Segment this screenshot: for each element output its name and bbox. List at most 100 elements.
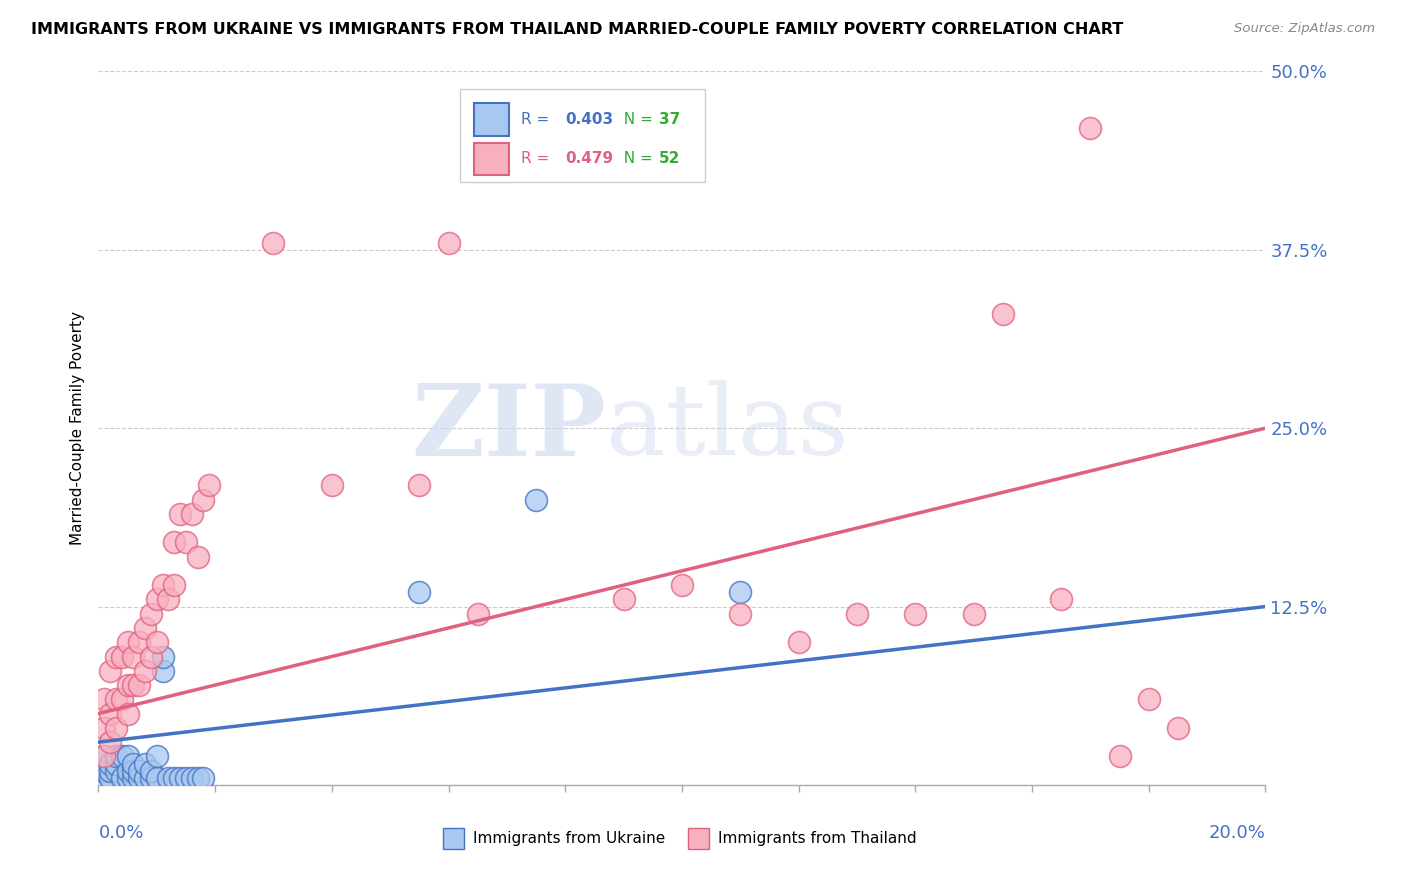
Point <box>146 635 169 649</box>
Point <box>169 771 191 785</box>
FancyBboxPatch shape <box>443 828 464 849</box>
Point <box>128 771 150 785</box>
Point <box>122 764 145 778</box>
Text: 0.403: 0.403 <box>565 112 613 127</box>
Point <box>139 764 162 778</box>
Point <box>134 621 156 635</box>
Point <box>1050 592 1073 607</box>
Point <box>139 771 162 785</box>
Point <box>157 771 180 785</box>
Point <box>787 635 810 649</box>
Point <box>163 578 186 592</box>
Text: Source: ZipAtlas.com: Source: ZipAtlas.com <box>1234 22 1375 36</box>
Point <box>612 592 634 607</box>
Point <box>104 764 127 778</box>
Point <box>104 692 127 706</box>
Point <box>1137 692 1160 706</box>
Point <box>117 771 139 785</box>
Point <box>1080 121 1102 136</box>
Point <box>1167 721 1189 735</box>
Point <box>524 492 547 507</box>
Point <box>991 307 1014 321</box>
FancyBboxPatch shape <box>474 103 509 136</box>
Point <box>193 492 215 507</box>
Point <box>98 735 121 749</box>
Point <box>111 771 134 785</box>
Point <box>117 706 139 721</box>
Point <box>104 756 127 771</box>
Point <box>152 578 174 592</box>
Text: Immigrants from Ukraine: Immigrants from Ukraine <box>472 831 665 846</box>
Text: 37: 37 <box>658 112 681 127</box>
Text: Immigrants from Thailand: Immigrants from Thailand <box>718 831 917 846</box>
Point <box>730 607 752 621</box>
Point <box>467 607 489 621</box>
Point <box>98 664 121 678</box>
Point <box>98 756 121 771</box>
Point <box>846 607 869 621</box>
Point <box>157 592 180 607</box>
Point <box>122 678 145 692</box>
Point <box>146 749 169 764</box>
Point <box>111 692 134 706</box>
Point <box>128 635 150 649</box>
Point <box>98 771 121 785</box>
Point <box>122 771 145 785</box>
Text: ZIP: ZIP <box>411 380 606 476</box>
Point <box>134 756 156 771</box>
Text: R =: R = <box>520 152 554 166</box>
Point <box>93 771 115 785</box>
Point <box>111 649 134 664</box>
Point <box>104 749 127 764</box>
Text: 0.479: 0.479 <box>565 152 613 166</box>
Point <box>93 721 115 735</box>
Text: 20.0%: 20.0% <box>1209 824 1265 842</box>
Text: N =: N = <box>614 152 658 166</box>
Point <box>187 549 209 564</box>
Point <box>1108 749 1130 764</box>
Point <box>904 607 927 621</box>
Point <box>262 235 284 250</box>
Point <box>193 771 215 785</box>
Point <box>139 607 162 621</box>
Point <box>169 507 191 521</box>
Point <box>117 635 139 649</box>
Point <box>134 664 156 678</box>
Text: 52: 52 <box>658 152 681 166</box>
Point <box>93 749 115 764</box>
Text: 0.0%: 0.0% <box>98 824 143 842</box>
Point <box>93 692 115 706</box>
Point <box>104 721 127 735</box>
Point <box>134 771 156 785</box>
Text: IMMIGRANTS FROM UKRAINE VS IMMIGRANTS FROM THAILAND MARRIED-COUPLE FAMILY POVERT: IMMIGRANTS FROM UKRAINE VS IMMIGRANTS FR… <box>31 22 1123 37</box>
Point <box>174 535 197 549</box>
Point <box>321 478 343 492</box>
Point <box>122 756 145 771</box>
Point <box>146 771 169 785</box>
Point <box>128 764 150 778</box>
Point <box>408 585 430 599</box>
Point <box>128 678 150 692</box>
FancyBboxPatch shape <box>688 828 709 849</box>
Point <box>93 764 115 778</box>
Point <box>152 649 174 664</box>
Point <box>187 771 209 785</box>
Point <box>93 749 115 764</box>
Point <box>152 664 174 678</box>
Point <box>180 771 202 785</box>
Text: atlas: atlas <box>606 380 849 476</box>
Point <box>163 771 186 785</box>
Point <box>163 535 186 549</box>
Point <box>146 592 169 607</box>
Point <box>117 764 139 778</box>
Point <box>98 706 121 721</box>
Point <box>98 764 121 778</box>
Point <box>174 771 197 785</box>
Point <box>671 578 693 592</box>
Y-axis label: Married-Couple Family Poverty: Married-Couple Family Poverty <box>69 311 84 545</box>
Point <box>962 607 984 621</box>
Point <box>437 235 460 250</box>
Point <box>117 749 139 764</box>
FancyBboxPatch shape <box>474 143 509 175</box>
Text: R =: R = <box>520 112 554 127</box>
